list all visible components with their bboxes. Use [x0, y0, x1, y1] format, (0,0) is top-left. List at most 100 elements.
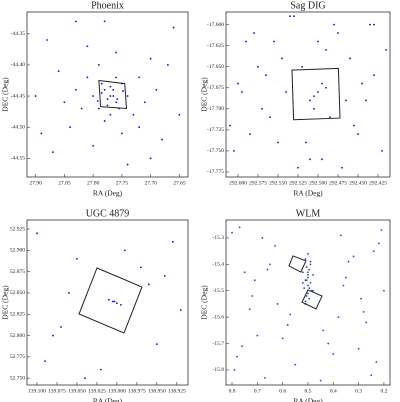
y-tick-label: -44.50 [11, 124, 25, 130]
point [143, 101, 146, 104]
point [297, 166, 299, 169]
y-tick-label: -15.4 [213, 262, 225, 268]
point [264, 376, 266, 379]
x-tick-label: 0.3 [355, 388, 362, 394]
point [109, 85, 112, 88]
x-axis-label: RA (Deg) [293, 189, 323, 198]
point [276, 303, 279, 305]
point [317, 40, 319, 43]
point [321, 158, 323, 161]
point [277, 141, 279, 144]
point [126, 163, 129, 166]
point [120, 132, 123, 135]
point [266, 268, 269, 271]
point [307, 271, 309, 274]
y-axis-label: DEC (Deg) [1, 285, 10, 320]
point [161, 138, 164, 141]
point [179, 309, 182, 311]
point [112, 88, 115, 91]
point [286, 324, 289, 326]
point [76, 257, 78, 260]
x-tick-label: 0.4 [330, 388, 337, 394]
point [381, 150, 383, 152]
x-tick-label: 0.7 [254, 388, 261, 394]
point [138, 76, 141, 79]
point [109, 113, 112, 116]
point [86, 76, 89, 79]
point [40, 132, 43, 135]
y-tick-label: 52.775 [10, 354, 25, 360]
x-tick-label: 292.475 [329, 180, 347, 186]
x-tick-label: 292.450 [349, 180, 367, 186]
point [103, 88, 106, 91]
point [231, 231, 233, 234]
y-tick-label: -17.700 [207, 106, 224, 112]
y-tick-label: -44.40 [11, 62, 25, 68]
y-tick-label: -17.625 [207, 43, 224, 49]
point [375, 361, 378, 363]
point [63, 101, 66, 104]
y-tick-label: -17.725 [207, 127, 224, 133]
point [341, 166, 343, 169]
panel-title: Phoenix [91, 0, 124, 11]
point [309, 263, 312, 266]
point [304, 258, 307, 260]
point [147, 283, 150, 286]
point [305, 266, 308, 268]
field-box [301, 289, 323, 310]
y-tick-label: 52.750 [10, 375, 25, 381]
x-tick-label: 292.575 [249, 180, 267, 186]
point [256, 334, 259, 337]
y-tick-label: 52.825 [10, 312, 25, 318]
panel-title: WLM [296, 208, 321, 219]
point [46, 39, 49, 41]
point [380, 229, 383, 231]
point [107, 298, 110, 301]
point [97, 64, 100, 66]
x-tick-label: 138.975 [128, 388, 146, 394]
point [269, 116, 271, 119]
point [106, 98, 109, 101]
point [251, 295, 254, 297]
point [322, 329, 325, 332]
point [96, 100, 99, 102]
field-box [98, 79, 128, 110]
x-tick-label: 139.025 [88, 388, 106, 394]
point [373, 23, 375, 26]
point [92, 95, 95, 97]
point [80, 107, 83, 110]
point [312, 289, 314, 292]
y-tick-label: -15.3 [213, 235, 225, 241]
point [115, 101, 118, 104]
point [100, 92, 103, 94]
x-tick-label: 138.950 [148, 388, 166, 394]
x-tick-label: 139.075 [48, 388, 66, 394]
y-tick-label: -44.35 [11, 31, 25, 37]
y-tick-label: -15.7 [213, 341, 225, 347]
point [261, 107, 263, 110]
point [116, 98, 119, 101]
field-box [78, 267, 143, 334]
point [357, 133, 359, 135]
point [171, 240, 174, 243]
point [307, 292, 309, 295]
y-tick-label: -15.8 [213, 367, 225, 373]
point [112, 95, 115, 97]
point [52, 334, 54, 337]
y-tick-label: -15.5 [213, 288, 225, 294]
panel-title: Sag DIG [290, 0, 325, 11]
x-tick-label: 292.500 [309, 180, 327, 186]
point [329, 116, 331, 119]
point [44, 360, 46, 363]
panel-title: UGC 4879 [86, 208, 130, 219]
point [249, 133, 251, 135]
y-tick-label: -44.55 [11, 156, 25, 162]
point [309, 281, 312, 284]
point [312, 274, 314, 276]
x-tick-label: 0.8 [229, 388, 236, 394]
point [51, 151, 54, 153]
point [332, 353, 335, 356]
point [273, 40, 275, 43]
y-tick-label: 52.800 [10, 333, 25, 339]
point [307, 284, 309, 287]
